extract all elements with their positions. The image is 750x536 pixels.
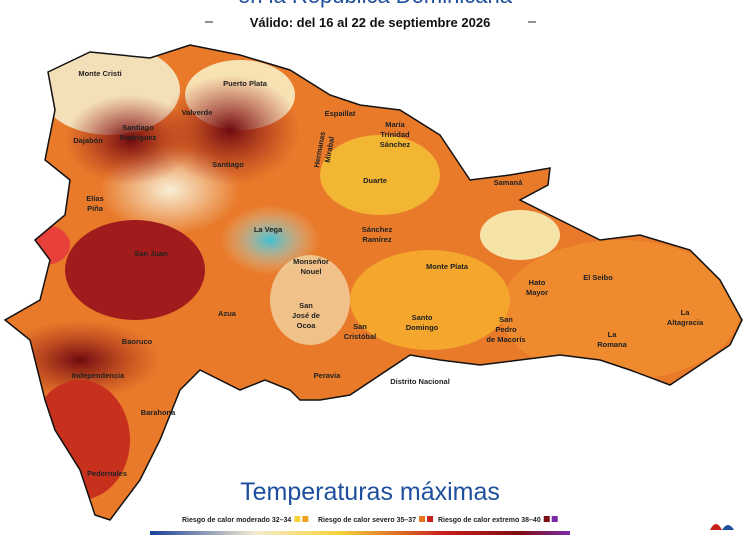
province-label: de Macorís — [486, 335, 525, 344]
coastline — [3, 44, 743, 521]
province-label: Distrito Nacional — [390, 377, 450, 386]
province-label: Cristóbal — [344, 332, 377, 341]
province-label: Samaná — [494, 178, 524, 187]
province-label: Pedernales — [87, 469, 127, 478]
province-label: Romana — [597, 340, 627, 349]
province-labels: Monte Cristi Puerto Plata Valverde Dajabón S… — [72, 69, 704, 478]
province-label: Ramírez — [362, 235, 391, 244]
province-label: Duarte — [363, 176, 387, 185]
province-label: Santiago — [212, 160, 244, 169]
title: en la República Dominicana — [238, 0, 513, 8]
legend-swatch — [302, 516, 309, 522]
province-label: Independencia — [72, 371, 125, 380]
legend-swatch — [419, 516, 426, 522]
province-label: María — [385, 120, 405, 129]
province-label: Puerto Plata — [223, 79, 268, 88]
province-label: Elías — [86, 194, 104, 203]
subtitle: Válido: del 16 al 22 de septiembre 2026 — [250, 15, 491, 30]
legend-swatch — [294, 516, 301, 522]
province-label: Trinidad — [380, 130, 410, 139]
province-label: Barahona — [141, 408, 176, 417]
province-label: Rodríguez — [120, 133, 157, 142]
province-label: La — [608, 330, 618, 339]
province-label: Domingo — [406, 323, 439, 332]
province-label: La — [681, 308, 691, 317]
province-label: Altagracia — [667, 318, 704, 327]
province-label: Monte Plata — [426, 262, 469, 271]
legend-swatch — [543, 516, 550, 522]
province-label: Espaillat — [325, 109, 356, 118]
province-label: José de — [292, 311, 320, 320]
province-label: Santiago — [122, 123, 154, 132]
legend-label: Riesgo de calor extremo 38–40 — [438, 517, 541, 524]
province-label: San Juan — [134, 249, 168, 258]
island — [5, 45, 742, 520]
province-label: Piña — [87, 204, 104, 213]
province-label: Monte Cristi — [78, 69, 121, 78]
province-label: Santo — [412, 313, 433, 322]
legend-swatch — [427, 516, 434, 522]
province-label: Peravia — [314, 371, 342, 380]
province-label: Azua — [218, 309, 237, 318]
province-label: Dajabón — [73, 136, 103, 145]
logo — [722, 525, 734, 530]
province-label: Monseñor — [293, 257, 329, 266]
province-label: Ocoa — [297, 321, 317, 330]
province-label: San — [353, 322, 367, 331]
legend-swatch — [551, 516, 558, 522]
province-label: Valverde — [182, 108, 213, 117]
logo — [710, 524, 722, 530]
province-label: Mayor — [526, 288, 548, 297]
legend: Riesgo de calor moderado 32–34 Riesgo de … — [182, 516, 558, 524]
province-label: San — [299, 301, 313, 310]
province-label: Nouel — [301, 267, 322, 276]
province-label: Sánchez — [380, 140, 411, 149]
province-label: Baoruco — [122, 337, 153, 346]
footer-title: Temperaturas máximas — [240, 478, 500, 506]
province-label: Pedro — [495, 325, 517, 334]
legend-label: Riesgo de calor severo 35–37 — [318, 517, 416, 524]
province-label: Mirabal — [323, 136, 336, 163]
legend-label: Riesgo de calor moderado 32–34 — [182, 517, 291, 524]
province-label: La Vega — [254, 225, 283, 234]
province-label: Hato — [529, 278, 546, 287]
province-label: Sánchez — [362, 225, 393, 234]
province-label: San — [499, 315, 513, 324]
color-bar — [150, 531, 570, 535]
province-label: El Seibo — [583, 273, 613, 282]
